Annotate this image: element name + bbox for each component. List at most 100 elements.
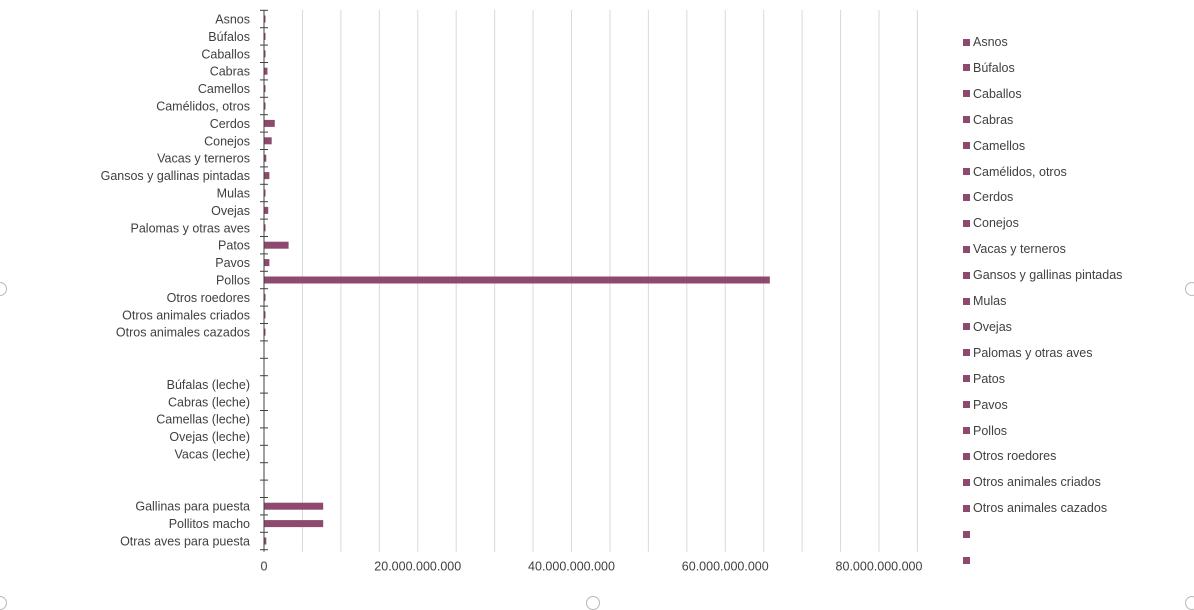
bar[interactable]	[264, 172, 270, 180]
bar[interactable]	[264, 293, 266, 301]
bar[interactable]	[264, 328, 266, 336]
legend-label: Camellos	[973, 138, 1026, 153]
legend-label: Pollos	[973, 423, 1008, 438]
legend-swatch	[963, 116, 970, 124]
bar[interactable]	[264, 102, 266, 110]
legend-item: Camellos	[963, 136, 1025, 156]
category-label: Cabras	[210, 65, 250, 79]
x-tick-label: 80.000.000.000	[836, 560, 923, 574]
legend-swatch	[963, 245, 970, 253]
legend-label: Pavos	[973, 397, 1008, 412]
bar[interactable]	[264, 537, 267, 545]
bar[interactable]	[264, 15, 266, 23]
category-label: Asnos	[215, 13, 250, 27]
category-labels: Asnos Búfalos Caballos Cabras Camellos Caméli…	[101, 13, 250, 549]
legend-swatch	[963, 452, 970, 460]
legend-label: Otros roedores	[973, 449, 1057, 464]
legend-item: Vacas y terneros	[963, 239, 1066, 259]
category-label: Cerdos	[210, 117, 250, 131]
legend-swatch	[963, 504, 970, 512]
bar[interactable]	[264, 206, 269, 214]
legend-item: Patos	[963, 369, 1005, 389]
legend-swatch	[963, 297, 970, 305]
legend-swatch	[963, 142, 970, 150]
bar[interactable]	[264, 502, 324, 510]
legend-label: Ovejas	[973, 319, 1012, 334]
bar[interactable]	[264, 259, 270, 267]
legend-item: Cerdos	[963, 187, 1013, 207]
bar[interactable]	[264, 154, 267, 162]
category-label: Caballos	[201, 47, 250, 61]
legend-label: Palomas y otras aves	[973, 345, 1093, 360]
bar[interactable]	[264, 241, 289, 249]
legend-swatch	[963, 401, 970, 409]
category-label: Camélidos, otros	[156, 100, 250, 114]
legend-swatch	[963, 349, 970, 357]
legend-item: Otros animales criados	[963, 472, 1101, 492]
category-label: Otras aves para puesta	[120, 535, 250, 549]
category-label: Cabras (leche)	[168, 395, 250, 409]
legend-label: Cabras	[973, 112, 1014, 127]
legend-swatch	[963, 556, 970, 564]
category-label: Gallinas para puesta	[135, 500, 250, 514]
legend-item: Pavos	[963, 395, 1008, 415]
legend-item: Búfalos	[963, 58, 1015, 78]
bar[interactable]	[264, 85, 266, 93]
bar[interactable]	[264, 137, 272, 145]
legend-item: Pollos	[963, 421, 1007, 441]
legend-swatch	[963, 530, 970, 538]
x-tick-label: 40.000.000.000	[528, 560, 615, 574]
legend-item: Gansos y gallinas pintadas	[963, 265, 1122, 285]
x-tick-label: 60.000.000.000	[682, 560, 769, 574]
bar[interactable]	[264, 311, 266, 319]
bar[interactable]	[264, 67, 268, 75]
category-label: Búfalos	[208, 30, 250, 44]
x-tick-label: 0	[261, 560, 268, 574]
legend-item: Caballos	[963, 84, 1022, 104]
category-label: Camellos	[198, 82, 250, 96]
legend-swatch	[963, 323, 970, 331]
legend-item: Otros roedores	[963, 446, 1056, 466]
legend-label: Asnos	[973, 35, 1008, 49]
legend-item: Ovejas	[963, 317, 1012, 337]
legend-swatch	[963, 64, 970, 72]
bar[interactable]	[264, 520, 324, 528]
legend-item: Palomas y otras aves	[963, 343, 1093, 363]
x-tick-labels: 0 20.000.000.000 40.000.000.000 60.000.000.…	[261, 560, 923, 574]
category-label: Otros roedores	[167, 291, 250, 305]
legend-swatch	[963, 427, 970, 434]
bar[interactable]	[264, 119, 275, 127]
category-label: Otros animales criados	[122, 308, 250, 322]
selection-handle-bottom[interactable]	[586, 596, 600, 610]
legend-label: Conejos	[973, 216, 1019, 231]
legend-item: Otros animales cazados	[963, 498, 1107, 518]
category-label: Gansos y gallinas pintadas	[101, 169, 250, 183]
legend-label: Otros animales cazados	[973, 501, 1108, 516]
bar[interactable]	[264, 189, 266, 197]
category-label: Conejos	[204, 134, 250, 148]
selection-handle-right[interactable]	[1185, 282, 1194, 296]
legend-label: Otros animales criados	[973, 475, 1101, 490]
category-label: Patos	[218, 239, 250, 253]
category-label: Camellas (leche)	[156, 413, 250, 427]
legend-swatch	[963, 219, 970, 227]
legend-label: Camélidos, otros	[973, 164, 1067, 179]
bar[interactable]	[264, 224, 266, 232]
axes	[260, 9, 268, 552]
bar[interactable]	[264, 32, 266, 40]
legend-item: Camélidos, otros	[963, 162, 1067, 182]
bar[interactable]	[264, 276, 770, 284]
legend-item	[963, 550, 973, 570]
legend-item	[963, 524, 973, 544]
selection-handle-bottom-right[interactable]	[1185, 596, 1194, 610]
bar[interactable]	[264, 50, 266, 58]
category-label: Ovejas	[211, 204, 250, 218]
legend-label: Gansos y gallinas pintadas	[973, 268, 1123, 283]
category-label: Pollitos macho	[169, 517, 250, 531]
legend-swatch	[963, 90, 970, 98]
legend-item: Mulas	[963, 291, 1006, 311]
legend-label: Patos	[973, 371, 1005, 386]
category-label: Mulas	[217, 187, 250, 201]
legend-label: Mulas	[973, 294, 1007, 308]
